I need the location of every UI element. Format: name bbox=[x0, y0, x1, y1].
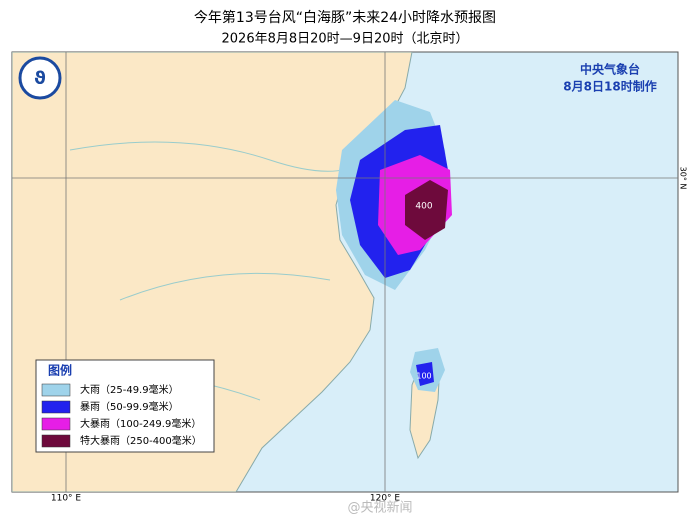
title: 今年第13号台风“白海豚”未来24小时降水预报图 bbox=[194, 9, 496, 26]
rain-area-storm bbox=[416, 362, 434, 386]
logo bbox=[18, 56, 62, 100]
watermark: @央视新闻 bbox=[347, 500, 412, 516]
legend-title: 图例 bbox=[48, 363, 72, 378]
legend-swatch bbox=[41, 417, 71, 431]
legend-swatch bbox=[41, 434, 71, 448]
contour-label: 400 bbox=[415, 202, 432, 212]
agency: 中央气象台 bbox=[580, 62, 640, 77]
subtitle: 2026年8月8日20时—9日20时（北京时） bbox=[222, 32, 469, 47]
legend-label: 暴雨（50-99.9毫米） bbox=[80, 400, 179, 413]
legend: 图例 大雨（25-49.9毫米） 暴雨（50-99.9毫米） 大暴雨（100-249… bbox=[35, 359, 215, 453]
latitude-label: 30° N bbox=[679, 167, 688, 190]
legend-swatch bbox=[41, 400, 71, 414]
logo-mark: ϑ bbox=[34, 68, 46, 89]
longitude-label: 110° E bbox=[51, 494, 82, 504]
longitude-label: 120° E bbox=[370, 494, 401, 504]
legend-label: 特大暴雨（250-400毫米） bbox=[80, 434, 202, 447]
legend-label: 大雨（25-49.9毫米） bbox=[80, 383, 179, 396]
rain-area-extreme bbox=[405, 180, 448, 240]
made-time: 8月8日18时制作 bbox=[563, 79, 656, 94]
contour-label: 100 bbox=[416, 372, 431, 381]
legend-swatch bbox=[41, 383, 71, 397]
legend-label: 大暴雨（100-249.9毫米） bbox=[80, 417, 201, 430]
